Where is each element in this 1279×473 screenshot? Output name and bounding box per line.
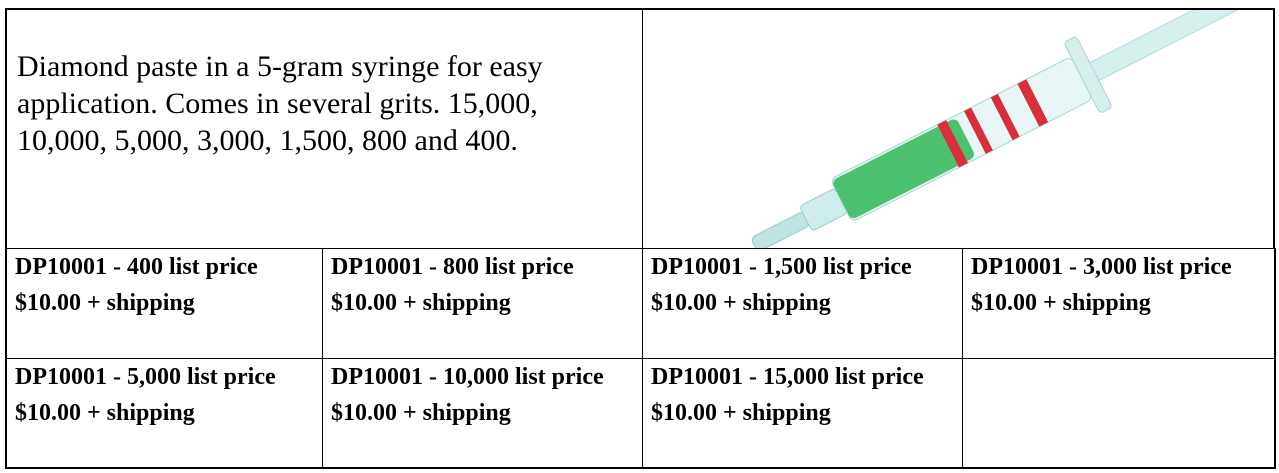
product-text: DP10001 - 15,000 list price $10.00 + shi… [651, 364, 924, 426]
product-cell: DP10001 - 400 list price $10.00 + shippi… [5, 248, 323, 359]
product-text: DP10001 - 400 list price $10.00 + shippi… [15, 254, 258, 316]
product-text: DP10001 - 3,000 list price $10.00 + ship… [971, 254, 1232, 316]
product-cell: DP10001 - 15,000 list price $10.00 + shi… [642, 358, 963, 469]
product-cell: DP10001 - 3,000 list price $10.00 + ship… [962, 248, 1276, 359]
product-text: DP10001 - 5,000 list price $10.00 + ship… [15, 364, 276, 426]
syringe-image [643, 10, 1274, 249]
description-cell: Diamond paste in a 5-gram syringe for ea… [5, 8, 643, 249]
page: Diamond paste in a 5-gram syringe for ea… [0, 0, 1279, 473]
product-text: DP10001 - 800 list price $10.00 + shippi… [331, 254, 574, 316]
product-cell: DP10001 - 5,000 list price $10.00 + ship… [5, 358, 323, 469]
product-text: DP10001 - 1,500 list price $10.00 + ship… [651, 254, 912, 316]
description: Diamond paste in a 5-gram syringe for ea… [17, 50, 543, 157]
product-cell: DP10001 - 1,500 list price $10.00 + ship… [642, 248, 963, 359]
product-text: DP10001 - 10,000 list price $10.00 + shi… [331, 364, 604, 426]
product-cell: DP10001 - 800 list price $10.00 + shippi… [322, 248, 643, 359]
product-cell [962, 358, 1276, 469]
product-cell: DP10001 - 10,000 list price $10.00 + shi… [322, 358, 643, 469]
image-cell [642, 8, 1275, 249]
